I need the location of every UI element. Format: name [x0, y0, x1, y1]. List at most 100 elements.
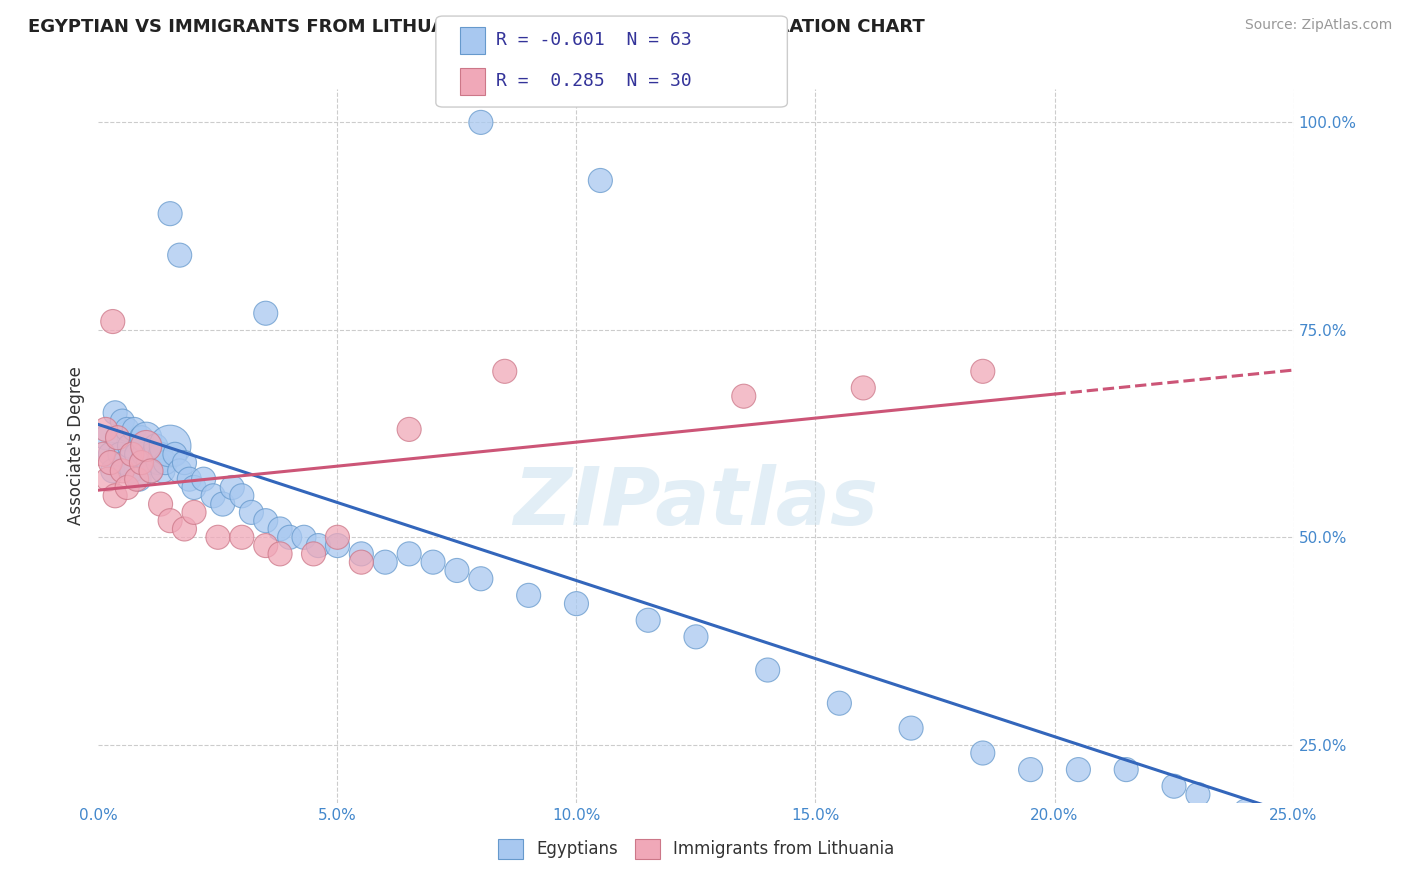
Point [107, 431, 129, 445]
Point [972, 364, 994, 378]
Text: EGYPTIAN VS IMMIGRANTS FROM LITHUANIA ASSOCIATE'S DEGREE CORRELATION CHART: EGYPTIAN VS IMMIGRANTS FROM LITHUANIA AS… [28, 18, 925, 36]
Point [1234, 804, 1257, 818]
Point [104, 489, 127, 503]
Point [121, 447, 143, 461]
Point [128, 472, 150, 486]
Point [302, 547, 325, 561]
Point [159, 514, 181, 528]
Text: R = -0.601  N = 63: R = -0.601 N = 63 [496, 31, 692, 49]
Point [221, 481, 243, 495]
Point [115, 422, 138, 436]
Y-axis label: Associate's Degree: Associate's Degree [66, 367, 84, 525]
Point [173, 522, 195, 536]
Point [135, 431, 157, 445]
Point [169, 248, 191, 262]
Point [326, 539, 349, 553]
Point [269, 522, 291, 536]
Point [159, 207, 181, 221]
Point [101, 314, 124, 328]
Point [97, 472, 120, 486]
Point [828, 696, 851, 710]
Point [972, 746, 994, 760]
Text: R =  0.285  N = 30: R = 0.285 N = 30 [496, 72, 692, 90]
Point [494, 364, 516, 378]
Point [278, 530, 301, 544]
Point [350, 555, 373, 569]
Point [446, 564, 468, 578]
Point [163, 447, 186, 461]
Point [733, 389, 755, 403]
Point [94, 422, 117, 436]
Text: ZIPatlas: ZIPatlas [513, 464, 879, 542]
Point [111, 464, 134, 478]
Point [565, 597, 588, 611]
Point [101, 464, 124, 478]
Point [179, 472, 201, 486]
Point [149, 447, 172, 461]
Point [114, 456, 136, 470]
Point [1115, 763, 1137, 777]
Point [589, 173, 612, 187]
Point [132, 447, 155, 461]
Point [108, 447, 131, 461]
Point [148, 456, 170, 470]
Point [1163, 779, 1185, 793]
Point [470, 115, 492, 129]
Point [1187, 788, 1209, 802]
Point [159, 439, 181, 453]
Point [269, 547, 291, 561]
Text: Source: ZipAtlas.com: Source: ZipAtlas.com [1244, 18, 1392, 32]
Point [211, 497, 233, 511]
Point [118, 439, 141, 453]
Point [202, 489, 225, 503]
Point [125, 447, 148, 461]
Point [139, 464, 162, 478]
Point [121, 464, 143, 478]
Point [173, 456, 195, 470]
Point [254, 514, 277, 528]
Point [152, 464, 174, 478]
Point [94, 431, 117, 445]
Point [207, 530, 229, 544]
Point [98, 447, 122, 461]
Point [254, 539, 277, 553]
Point [637, 613, 659, 627]
Point [138, 456, 160, 470]
Point [374, 555, 396, 569]
Point [183, 505, 205, 519]
Point [115, 481, 138, 495]
Point [685, 630, 707, 644]
Point [139, 464, 162, 478]
Point [125, 472, 148, 486]
Point [131, 456, 153, 470]
Point [142, 447, 165, 461]
Point [155, 456, 177, 470]
Point [254, 306, 277, 320]
Point [124, 422, 146, 436]
Point [422, 555, 444, 569]
Point [231, 530, 253, 544]
Point [292, 530, 315, 544]
Legend: Egyptians, Immigrants from Lithuania: Egyptians, Immigrants from Lithuania [491, 832, 901, 866]
Point [183, 481, 205, 495]
Point [307, 539, 329, 553]
Point [1019, 763, 1042, 777]
Point [900, 721, 922, 735]
Point [756, 663, 779, 677]
Point [149, 497, 172, 511]
Point [98, 456, 122, 470]
Point [107, 431, 129, 445]
Point [193, 472, 215, 486]
Point [169, 464, 191, 478]
Point [398, 547, 420, 561]
Point [135, 439, 157, 453]
Point [131, 431, 153, 445]
Point [470, 572, 492, 586]
Point [852, 381, 875, 395]
Point [240, 505, 263, 519]
Point [104, 406, 127, 420]
Point [398, 422, 420, 436]
Point [1067, 763, 1090, 777]
Point [91, 447, 114, 461]
Point [350, 547, 373, 561]
